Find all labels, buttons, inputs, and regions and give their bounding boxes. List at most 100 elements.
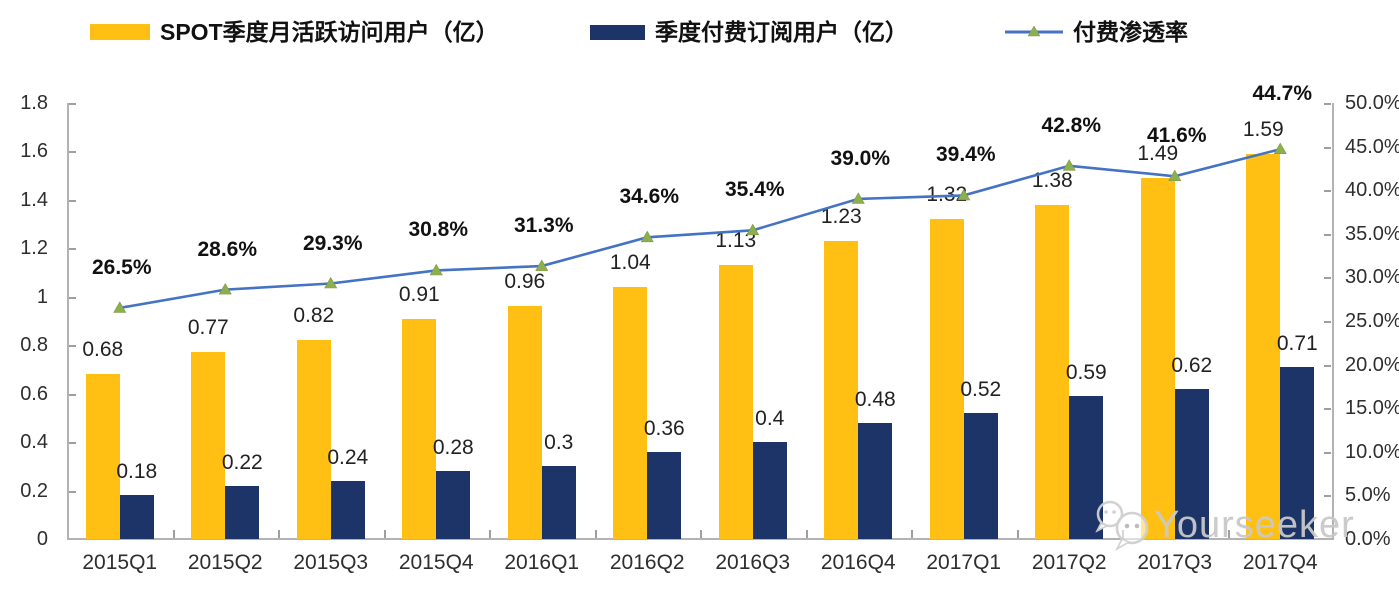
x-axis xyxy=(67,538,1334,540)
x-axis-tick xyxy=(805,530,808,538)
bar-mau-2015Q1 xyxy=(85,374,120,539)
bar-subscribers-2017Q3 xyxy=(1174,388,1209,539)
y-axis-left-tick xyxy=(69,442,76,445)
chat-bubbles-icon xyxy=(1095,500,1149,552)
penetration-value-label: 39.4% xyxy=(935,143,996,167)
y-axis-left-label: 0.2 xyxy=(20,479,48,502)
y-axis-left-label: 1.6 xyxy=(20,140,48,163)
subscribers-value-label: 0.36 xyxy=(643,416,685,440)
penetration-value-label: 41.6% xyxy=(1146,124,1207,148)
y-axis-right-label: 35.0% xyxy=(1345,222,1399,245)
subscribers-value-label: 0.48 xyxy=(854,387,896,411)
y-axis-right xyxy=(1332,103,1334,539)
x-axis-label: 2015Q3 xyxy=(293,551,369,574)
y-axis-left-label: 1.4 xyxy=(20,188,48,211)
bar-mau-2017Q3 xyxy=(1140,178,1175,539)
subscribers-value-label: 0.4 xyxy=(755,407,785,431)
mau-legend-label: SPOT季度月活跃访问用户（亿） xyxy=(160,19,499,45)
x-axis-tick xyxy=(1227,530,1230,538)
y-axis-left-label: 0.4 xyxy=(20,431,48,454)
y-axis-right-tick xyxy=(1324,451,1331,454)
y-axis-right-label: 25.0% xyxy=(1345,310,1399,332)
y-axis-left-label: 1.2 xyxy=(20,237,48,260)
penetration-value-label: 35.4% xyxy=(724,178,785,202)
legend-item-subscribers: 季度付费订阅用户（亿） xyxy=(590,18,908,46)
mau-value-label: 1.32 xyxy=(926,183,968,207)
y-axis-left-label: 1 xyxy=(36,285,48,308)
y-axis-right-tick xyxy=(1324,190,1331,193)
x-axis-tick xyxy=(278,530,280,538)
bar-mau-2016Q2 xyxy=(613,287,648,539)
y-axis-right-tick xyxy=(1324,495,1331,498)
subscribers-value-label: 0.71 xyxy=(1276,332,1318,356)
subscribers-value-label: 0.62 xyxy=(1171,353,1213,377)
bar-mau-2015Q2 xyxy=(191,352,226,539)
bar-subscribers-2015Q4 xyxy=(436,471,471,539)
penetration-value-label: 26.5% xyxy=(91,255,152,279)
mau-value-label: 0.82 xyxy=(293,304,335,328)
x-axis-label: 2017Q4 xyxy=(1242,551,1318,574)
penetration-value-label: 31.3% xyxy=(513,214,574,238)
mau-value-label: 0.96 xyxy=(504,270,546,294)
bar-subscribers-2016Q4 xyxy=(858,422,893,539)
y-axis-right-label: 0.0% xyxy=(1345,528,1391,550)
penetration-value-label: 29.3% xyxy=(302,231,363,255)
y-axis-left-label: 0 xyxy=(36,528,48,550)
bar-mau-2017Q1 xyxy=(929,219,964,539)
bar-subscribers-2015Q1 xyxy=(119,495,154,539)
x-axis-tick xyxy=(383,530,386,538)
x-axis-label: 2015Q4 xyxy=(398,551,474,574)
penetration-value-label: 28.6% xyxy=(197,237,258,261)
y-axis-right-tick xyxy=(1324,146,1331,149)
mau-value-label: 0.77 xyxy=(187,316,229,340)
bar-mau-2015Q4 xyxy=(402,318,437,539)
mau-value-label: 1.59 xyxy=(1242,117,1284,141)
watermark: Yourseeker xyxy=(1088,496,1355,554)
x-axis-tick xyxy=(594,530,597,538)
mau-legend-swatch xyxy=(90,24,150,40)
y-axis-left xyxy=(67,103,69,539)
mau-value-label: 0.68 xyxy=(82,338,124,362)
y-axis-right-label: 15.0% xyxy=(1345,397,1399,420)
bar-mau-2017Q2 xyxy=(1035,204,1070,539)
penetration-value-label: 42.8% xyxy=(1041,113,1102,137)
bar-subscribers-2015Q3 xyxy=(330,480,365,539)
mau-value-label: 1.04 xyxy=(609,251,651,275)
y-axis-right-label: 30.0% xyxy=(1345,266,1399,289)
penetration-value-label: 30.8% xyxy=(408,218,469,242)
legend-item-mau: SPOT季度月活跃访问用户（亿） xyxy=(90,18,499,46)
subscribers-value-label: 0.22 xyxy=(221,450,263,474)
x-axis-label: 2017Q3 xyxy=(1137,551,1213,574)
x-axis-label: 2016Q4 xyxy=(820,551,896,574)
bar-subscribers-2015Q2 xyxy=(225,485,260,539)
bar-subscribers-2016Q2 xyxy=(647,451,682,539)
y-axis-left-label: 1.8 xyxy=(20,92,48,114)
x-axis-tick xyxy=(1016,530,1019,538)
bar-mau-2016Q3 xyxy=(718,265,753,539)
y-axis-right-label: 5.0% xyxy=(1345,484,1391,507)
bar-mau-2015Q3 xyxy=(296,340,331,539)
subscribers-value-label: 0.3 xyxy=(544,431,574,455)
penetration-value-label: 34.6% xyxy=(619,185,680,209)
subscribers-value-label: 0.18 xyxy=(116,460,158,484)
watermark-text: Yourseeker xyxy=(1154,504,1355,546)
mau-value-label: 1.23 xyxy=(820,205,862,229)
mau-value-label: 0.91 xyxy=(398,282,440,306)
x-axis-tick xyxy=(911,530,913,538)
y-axis-left-tick xyxy=(69,393,76,396)
y-axis-left-tick xyxy=(69,103,76,105)
bar-subscribers-2017Q4 xyxy=(1280,367,1315,539)
x-axis-label: 2016Q1 xyxy=(504,551,580,574)
subscribers-legend-label: 季度付费订阅用户（亿） xyxy=(655,19,908,45)
subscribers-value-label: 0.24 xyxy=(327,445,369,469)
x-axis-label: 2016Q2 xyxy=(609,551,685,574)
x-axis-label: 2017Q1 xyxy=(926,551,1002,574)
legend-line-marker-icon xyxy=(1005,25,1063,37)
x-axis-label: 2015Q1 xyxy=(82,551,158,574)
x-axis-label: 2017Q2 xyxy=(1031,551,1107,574)
y-axis-right-label: 10.0% xyxy=(1345,440,1399,463)
penetration-value-label: 39.0% xyxy=(830,146,891,170)
x-axis-tick xyxy=(489,530,491,538)
y-axis-left-tick xyxy=(69,490,76,493)
